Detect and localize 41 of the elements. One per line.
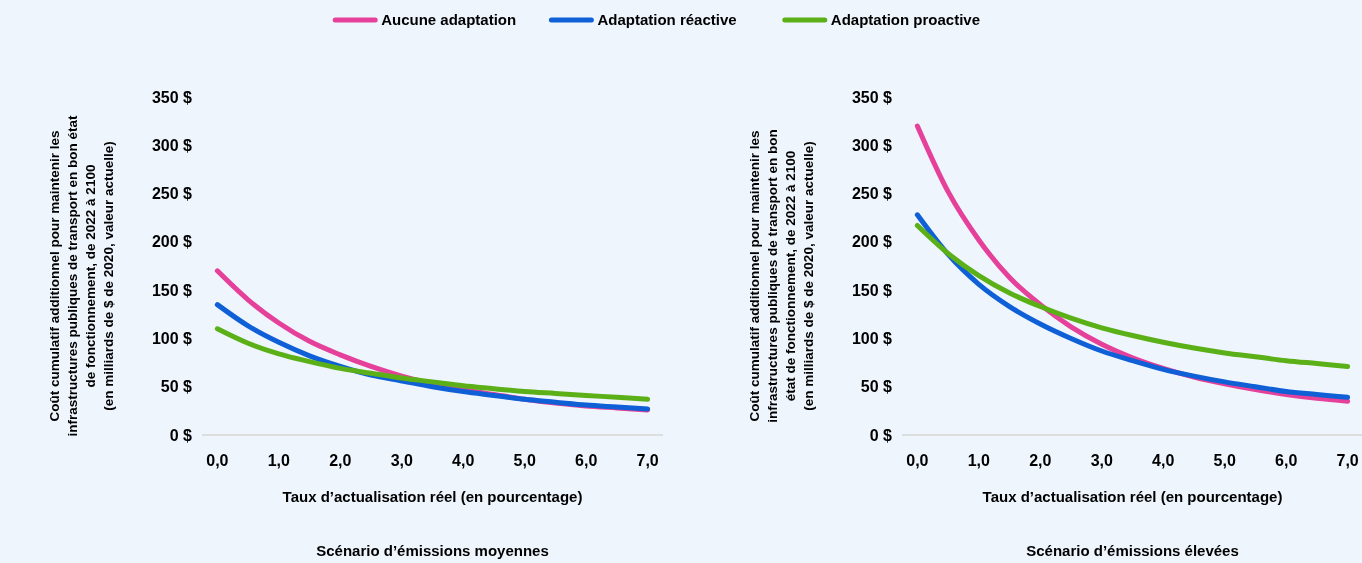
y-tick-label: 250 $ xyxy=(851,185,893,203)
y-tick-label: 100 $ xyxy=(151,330,193,348)
y-tick-label: 250 $ xyxy=(151,185,193,203)
y-tick-label: 0 $ xyxy=(869,426,893,444)
y-tick-label: 350 $ xyxy=(151,88,193,106)
x-axis-title: Taux d’actualisation réel (en pourcentage) xyxy=(982,488,1283,505)
x-tick-label: 5,0 xyxy=(1213,452,1236,469)
y-tick-label: 150 $ xyxy=(851,281,893,299)
y-tick-label: 200 $ xyxy=(851,233,893,251)
x-tick-label: 4,0 xyxy=(452,452,475,469)
legend-label: Adaptation réactive xyxy=(597,11,737,29)
x-tick-label: 2,0 xyxy=(329,452,352,469)
x-tick-label: 1,0 xyxy=(267,452,291,469)
x-tick-label: 4,0 xyxy=(1152,452,1175,469)
x-tick-label: 0,0 xyxy=(906,452,929,469)
x-tick-label: 0,0 xyxy=(206,452,229,469)
y-axis-title: Coût cumulatif additionnel pour maintenir les infrastructures publiques de transport en bon état de fonctionnement, de 2022 à 2100 (en milliards de $ de 2020, valeur actuelle) xyxy=(747,129,816,423)
y-tick-label: 300 $ xyxy=(851,136,893,154)
y-tick-label: 0 $ xyxy=(169,426,193,444)
x-tick-label: 7,0 xyxy=(636,452,659,469)
y-tick-label: 50 $ xyxy=(160,378,193,396)
y-tick-label: 350 $ xyxy=(851,88,893,106)
legend-label: Aucune adaptation xyxy=(381,11,517,29)
x-tick-label: 1,0 xyxy=(967,452,991,469)
x-tick-label: 6,0 xyxy=(575,452,598,469)
legend-label: Adaptation proactive xyxy=(830,11,980,29)
x-tick-label: 3,0 xyxy=(390,452,413,469)
text: Scénario d’émissions élevées xyxy=(1026,542,1239,559)
y-tick-label: 300 $ xyxy=(151,136,193,154)
x-tick-label: 7,0 xyxy=(1336,452,1359,469)
y-tick-label: 50 $ xyxy=(860,378,893,396)
y-tick-label: 100 $ xyxy=(851,330,893,348)
x-tick-label: 6,0 xyxy=(1275,452,1298,469)
x-tick-label: 3,0 xyxy=(1090,452,1113,469)
x-axis-title: Taux d’actualisation réel (en pourcentage) xyxy=(282,488,583,505)
text: Scénario d’émissions moyennes xyxy=(316,542,549,559)
y-tick-label: 150 $ xyxy=(151,281,193,299)
y-axis-title: Coût cumulatif additionnel pour maintenir les infrastructures publiques de transport en bon état de fonctionnement, de 2022 à 2100 (en milliards de $ de 2020, valeur actuelle) xyxy=(47,114,116,437)
y-tick-label: 200 $ xyxy=(151,233,193,251)
x-tick-label: 2,0 xyxy=(1029,452,1052,469)
x-tick-label: 5,0 xyxy=(513,452,536,469)
